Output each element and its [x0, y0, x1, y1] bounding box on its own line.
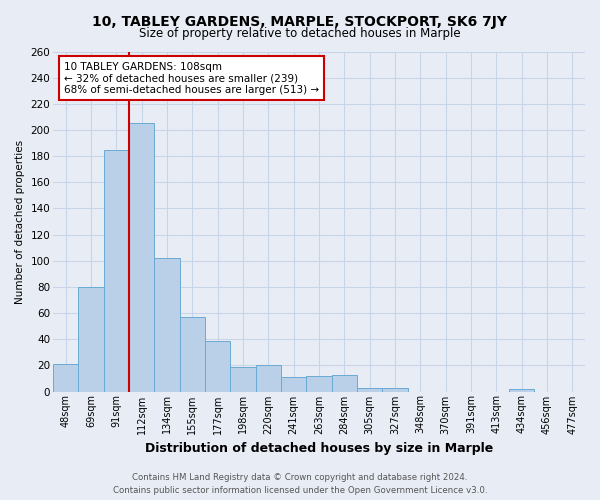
Bar [256, 366, 281, 392]
Text: Size of property relative to detached houses in Marple: Size of property relative to detached ho… [139, 28, 461, 40]
Bar [332, 374, 357, 392]
X-axis label: Distribution of detached houses by size in Marple: Distribution of detached houses by size … [145, 442, 493, 455]
Bar [205, 340, 230, 392]
Bar [357, 388, 382, 392]
Bar [382, 388, 407, 392]
Bar [154, 258, 180, 392]
Bar [230, 366, 256, 392]
Bar [180, 317, 205, 392]
Text: 10, TABLEY GARDENS, MARPLE, STOCKPORT, SK6 7JY: 10, TABLEY GARDENS, MARPLE, STOCKPORT, S… [92, 15, 508, 29]
Bar [129, 124, 154, 392]
Text: 10 TABLEY GARDENS: 108sqm
← 32% of detached houses are smaller (239)
68% of semi: 10 TABLEY GARDENS: 108sqm ← 32% of detac… [64, 62, 319, 95]
Bar [104, 150, 129, 392]
Bar [307, 376, 332, 392]
Bar [281, 377, 307, 392]
Text: Contains HM Land Registry data © Crown copyright and database right 2024.
Contai: Contains HM Land Registry data © Crown c… [113, 474, 487, 495]
Bar [79, 287, 104, 392]
Bar [53, 364, 79, 392]
Bar [509, 389, 535, 392]
Y-axis label: Number of detached properties: Number of detached properties [15, 140, 25, 304]
